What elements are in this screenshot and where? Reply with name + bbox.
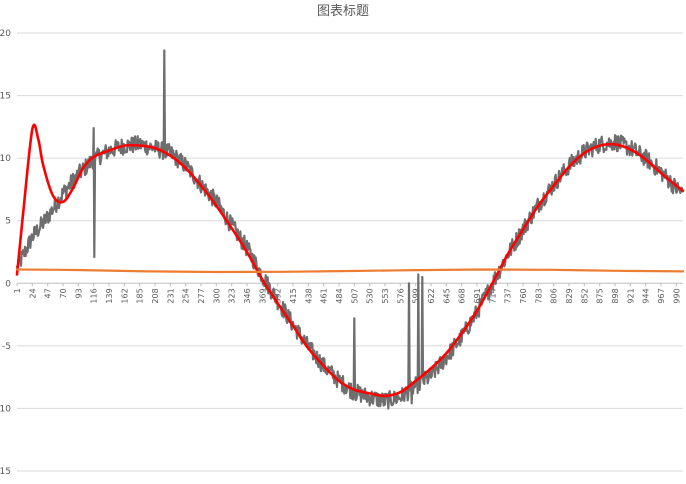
chart-title: 图表标题	[317, 4, 369, 19]
x-tick-label: 576	[396, 288, 405, 303]
x-tick-label: 760	[519, 288, 528, 303]
baseline-series-line	[15, 268, 685, 274]
x-tick-label: 231	[166, 288, 175, 303]
y-tick-label: 5	[5, 217, 11, 227]
x-tick-label: 806	[550, 288, 559, 303]
x-tick-label: 967	[657, 288, 666, 303]
y-tick-label: 10	[0, 154, 11, 164]
y-tick-label: 15	[0, 92, 11, 102]
gridlines	[17, 32, 683, 472]
x-tick-label: 599	[412, 288, 421, 303]
x-tick-label: 461	[320, 288, 329, 303]
x-tick-label: 346	[243, 288, 252, 303]
x-tick-label: 1	[13, 288, 22, 293]
x-tick-label: 530	[366, 288, 375, 303]
x-axis-ticks: 1 24 47 70 93 116 139 162 185 208 231 254 277 300 323 3…	[13, 283, 681, 304]
x-tick-label: 875	[596, 288, 605, 303]
x-tick-label: 990	[672, 288, 681, 303]
x-tick-label: 24	[28, 288, 37, 298]
x-tick-label: 898	[611, 288, 620, 303]
x-tick-label: 484	[335, 288, 344, 303]
x-tick-label: 553	[381, 288, 390, 303]
y-tick-label: 0	[5, 279, 11, 289]
x-tick-label: 944	[642, 288, 651, 303]
x-tick-label: 70	[59, 288, 68, 298]
x-tick-label: 116	[90, 288, 99, 303]
x-tick-label: 438	[304, 288, 313, 303]
x-tick-label: 668	[458, 288, 467, 303]
y-tick-label: -5	[2, 342, 11, 352]
x-tick-label: 645	[442, 288, 451, 303]
x-tick-label: 185	[136, 288, 145, 303]
x-tick-label: 300	[212, 288, 221, 303]
y-tick-label: -10	[0, 404, 11, 414]
x-tick-label: 691	[473, 288, 482, 303]
y-tick-label: 20	[0, 29, 11, 39]
x-tick-label: 852	[580, 288, 589, 303]
x-tick-label: 162	[120, 288, 129, 303]
x-tick-label: 369	[258, 288, 267, 303]
x-tick-label: 208	[151, 288, 160, 303]
x-tick-label: 139	[105, 288, 114, 303]
x-tick-label: 622	[427, 288, 436, 303]
x-tick-label: 507	[350, 288, 359, 303]
x-tick-label: 783	[534, 288, 543, 303]
x-tick-label: 737	[504, 288, 513, 303]
x-tick-label: 921	[626, 288, 635, 303]
x-tick-label: 323	[228, 288, 237, 303]
x-tick-label: 93	[74, 288, 83, 298]
raw-series-line	[15, 49, 684, 410]
x-tick-label: 829	[565, 288, 574, 303]
y-tick-label: -15	[0, 467, 11, 477]
x-tick-label: 714	[488, 288, 497, 303]
x-tick-label: 254	[182, 288, 191, 303]
x-tick-label: 415	[289, 288, 298, 303]
x-tick-label: 47	[44, 288, 53, 298]
smoothed-series-line	[15, 123, 685, 398]
series-lines	[15, 49, 685, 410]
y-axis-ticks: 20 15 10 5 0 -5 -10 -15	[0, 29, 11, 477]
x-tick-label: 277	[197, 288, 206, 303]
x-tick-label: 392	[274, 288, 283, 303]
